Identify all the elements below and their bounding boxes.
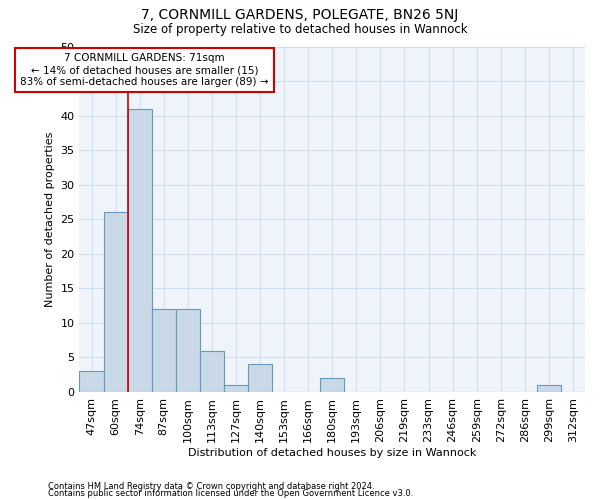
Bar bbox=[104, 212, 128, 392]
Text: 7, CORNMILL GARDENS, POLEGATE, BN26 5NJ: 7, CORNMILL GARDENS, POLEGATE, BN26 5NJ bbox=[142, 8, 458, 22]
Text: Size of property relative to detached houses in Wannock: Size of property relative to detached ho… bbox=[133, 22, 467, 36]
Text: 7 CORNMILL GARDENS: 71sqm
← 14% of detached houses are smaller (15)
83% of semi-: 7 CORNMILL GARDENS: 71sqm ← 14% of detac… bbox=[20, 54, 269, 86]
Bar bbox=[128, 108, 152, 392]
Bar bbox=[537, 385, 561, 392]
Y-axis label: Number of detached properties: Number of detached properties bbox=[45, 132, 55, 307]
Bar bbox=[320, 378, 344, 392]
Bar bbox=[152, 309, 176, 392]
Text: Contains public sector information licensed under the Open Government Licence v3: Contains public sector information licen… bbox=[48, 490, 413, 498]
Bar bbox=[200, 350, 224, 392]
Text: Contains HM Land Registry data © Crown copyright and database right 2024.: Contains HM Land Registry data © Crown c… bbox=[48, 482, 374, 491]
Bar bbox=[224, 385, 248, 392]
Bar bbox=[176, 309, 200, 392]
Bar bbox=[248, 364, 272, 392]
Bar bbox=[79, 371, 104, 392]
X-axis label: Distribution of detached houses by size in Wannock: Distribution of detached houses by size … bbox=[188, 448, 476, 458]
